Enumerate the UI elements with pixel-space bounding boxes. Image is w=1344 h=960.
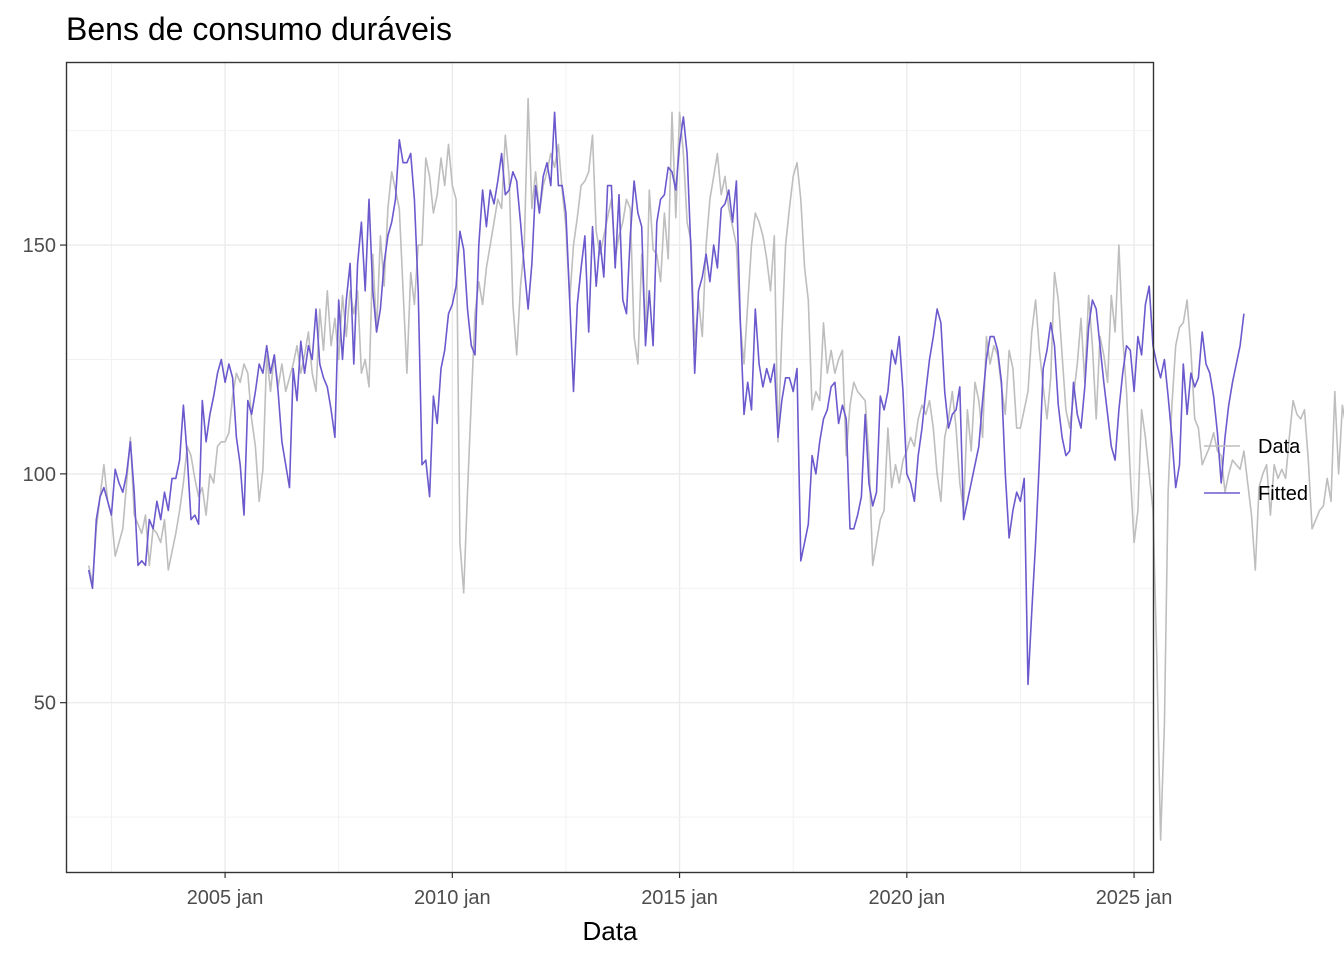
y-tick-label: 100 <box>23 464 56 486</box>
legend-label-fitted: Fitted <box>1258 483 1308 505</box>
x-tick-label: 2005 jan <box>187 887 264 909</box>
y-axis: 50 100 150 <box>23 235 66 715</box>
grid-lines <box>66 62 1153 872</box>
series-layer <box>87 97 1344 841</box>
chart-title: Bens de consumo duráveis <box>66 11 452 47</box>
y-tick-label: 50 <box>34 693 56 715</box>
x-axis: 2005 jan 2010 jan 2015 jan 2020 jan 2025 jan <box>187 872 1173 909</box>
x-axis-title: Data <box>583 916 638 946</box>
plot-panel-border <box>65 61 1155 874</box>
legend: Data Fitted <box>1204 436 1308 505</box>
y-tick-label: 150 <box>23 235 56 257</box>
series-line-data <box>87 97 1344 841</box>
series-line-fitted <box>87 111 1245 686</box>
legend-label-data: Data <box>1258 436 1301 458</box>
x-tick-label: 2025 jan <box>1096 887 1173 909</box>
x-tick-label: 2015 jan <box>641 887 718 909</box>
x-tick-label: 2010 jan <box>414 887 491 909</box>
x-tick-label: 2020 jan <box>868 887 945 909</box>
